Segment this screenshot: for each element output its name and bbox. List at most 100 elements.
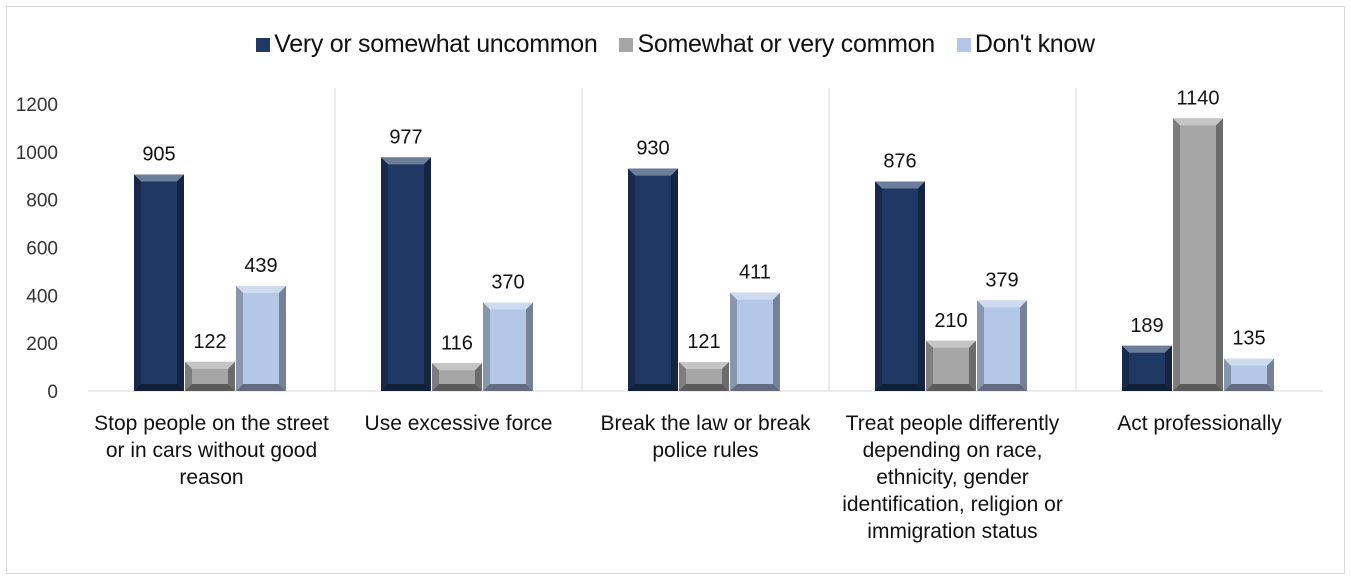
data-label: 905 (142, 144, 175, 166)
bar (236, 286, 286, 391)
bar-bevel-bottom (679, 384, 729, 391)
bar (730, 292, 780, 391)
legend-label-uncommon: Very or somewhat uncommon (274, 30, 598, 58)
y-tick-label: 1200 (16, 95, 58, 116)
data-label: 876 (883, 150, 916, 172)
bar-bevel-right (177, 174, 184, 391)
bar-bevel-left (432, 363, 439, 391)
bar (977, 300, 1027, 391)
bar-bevel-bottom (977, 384, 1027, 391)
bar (875, 181, 925, 391)
bar-bevel-left (1173, 118, 1180, 391)
bar-bevel-right (722, 362, 729, 391)
bar-bevel-top (875, 181, 925, 189)
bar-bevel-bottom (628, 384, 678, 391)
bar (483, 302, 533, 391)
bar-bevel-bottom (1122, 384, 1172, 391)
data-label: 122 (193, 331, 226, 353)
bar-bevel-top (977, 300, 1027, 308)
bar-bevel-right (1216, 118, 1223, 391)
legend: Very or somewhat uncommon Somewhat or ve… (0, 30, 1351, 59)
bar-bevel-left (236, 286, 243, 391)
bar-bevel-top (185, 361, 235, 369)
bar (134, 174, 184, 391)
data-label: 977 (389, 126, 422, 148)
bar-bevel-left (1224, 358, 1231, 391)
bar (628, 168, 678, 391)
y-tick-label: 200 (26, 334, 58, 355)
bar-bevel-right (918, 181, 925, 391)
bar-bevel-bottom (1173, 384, 1223, 391)
bar-bevel-right (1020, 300, 1027, 391)
category-label: Treat people differently depending on ra… (842, 412, 1063, 543)
bar-bevel-top (1122, 345, 1172, 353)
bar-bevel-left (483, 302, 490, 391)
y-tick-label: 400 (26, 286, 58, 307)
category-label: Act professionally (1117, 412, 1282, 435)
bar-bevel-top (483, 302, 533, 310)
bar-bevel-right (671, 168, 678, 391)
bar-bevel-top (679, 362, 729, 370)
bar-bevel-left (730, 292, 737, 391)
legend-swatch-uncommon (256, 37, 271, 52)
data-label: 370 (491, 272, 524, 294)
legend-swatch-common (619, 37, 634, 52)
data-label: 379 (985, 269, 1018, 291)
data-label: 116 (441, 332, 473, 354)
bar-bevel-left (185, 361, 192, 391)
legend-label-dont-know: Don't know (974, 30, 1095, 58)
bar-bevel-top (432, 363, 482, 371)
bar-bevel-top (236, 286, 286, 294)
bar-bevel-left (875, 181, 882, 391)
bar-bevel-top (1224, 358, 1274, 366)
y-tick-label: 0 (47, 382, 58, 403)
bar-bevel-top (134, 174, 184, 182)
bar-bevel-bottom (875, 384, 925, 391)
legend-item-uncommon: Very or somewhat uncommon (256, 30, 598, 59)
bar-bevel-left (926, 340, 933, 391)
bar-bevel-right (1267, 358, 1274, 391)
legend-label-common: Somewhat or very common (637, 30, 935, 58)
legend-item-dont-know: Don't know (956, 30, 1095, 59)
bar (1122, 345, 1172, 391)
data-label: 439 (244, 255, 277, 277)
category-label: Use excessive force (364, 412, 553, 435)
data-label: 1140 (1176, 87, 1219, 109)
bar-bevel-top (730, 292, 780, 300)
bar (381, 157, 431, 391)
bar-bevel-left (679, 362, 686, 391)
bar-bevel-top (381, 157, 431, 165)
bar-bevel-right (475, 363, 482, 391)
data-label: 135 (1232, 328, 1265, 350)
bar-bevel-bottom (185, 384, 235, 391)
bar-bevel-left (628, 168, 635, 391)
bar-bevel-right (279, 286, 286, 391)
bar-bevel-bottom (483, 384, 533, 391)
data-label: 930 (636, 138, 669, 160)
legend-swatch-dont-know (956, 37, 971, 52)
bar-bevel-right (228, 361, 235, 391)
data-label: 210 (934, 310, 967, 332)
bar-bevel-right (773, 292, 780, 391)
bar-bevel-bottom (926, 384, 976, 391)
category-label: Stop people on the street or in cars wit… (94, 412, 329, 489)
bar-bevel-left (134, 174, 141, 391)
y-tick-label: 800 (26, 191, 58, 212)
bar-bevel-top (926, 340, 976, 348)
bar-bevel-bottom (432, 384, 482, 391)
category-label: Break the law or break police rules (600, 412, 811, 462)
bar-bevel-top (1173, 118, 1223, 126)
bar-bevel-top (628, 168, 678, 176)
data-label: 189 (1130, 315, 1163, 337)
bar-bevel-left (977, 300, 984, 391)
legend-item-common: Somewhat or very common (619, 30, 935, 59)
bar-bevel-bottom (730, 384, 780, 391)
bar-bevel-left (1122, 345, 1129, 391)
bar (1173, 118, 1223, 391)
bar-bevel-bottom (236, 384, 286, 391)
bar-bevel-right (1165, 345, 1172, 391)
bar-bevel-bottom (381, 384, 431, 391)
y-tick-label: 600 (26, 239, 58, 260)
bar (926, 340, 976, 391)
bar-bevel-right (969, 340, 976, 391)
